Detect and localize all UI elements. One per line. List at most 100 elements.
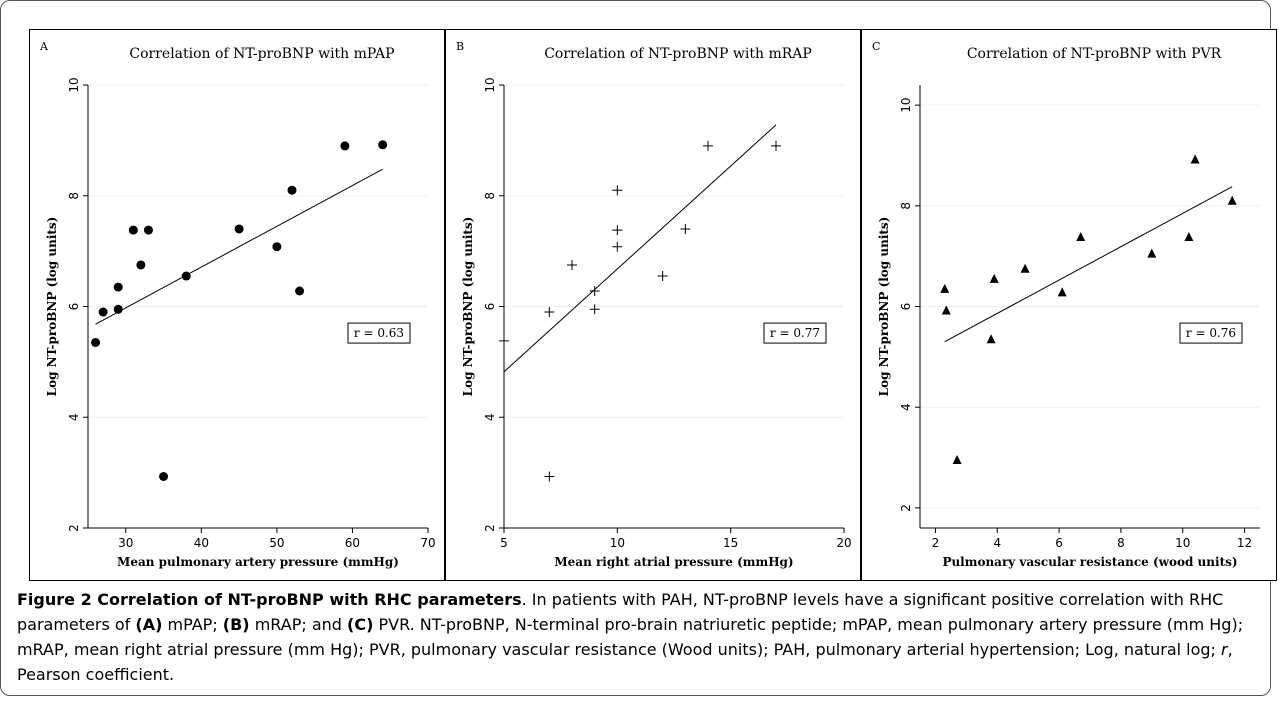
data-point: [128, 225, 138, 235]
caption-text: , Pearson coefficient.: [17, 640, 1233, 684]
caption-figure-title: Figure 2 Correlation of NT-proBNP with R…: [17, 590, 522, 609]
data-point: [295, 286, 305, 296]
data-point: [234, 224, 244, 234]
x-axis-label: Mean right atrial pressure (mmHg): [554, 555, 793, 569]
x-tick-label: 60: [345, 536, 360, 550]
data-point: [136, 260, 146, 270]
y-tick-label: 4: [899, 403, 913, 411]
y-tick-label: 6: [483, 303, 497, 311]
r-annotation-box: [763, 322, 827, 344]
y-tick-label: 4: [67, 413, 81, 421]
y-tick-label: 10: [483, 77, 497, 92]
y-tick-label: 6: [899, 303, 913, 311]
chart-svg: C Correlation of NT-proBNP with PVR 2 4 6 8 10…: [872, 40, 1260, 569]
data-point: [91, 337, 101, 347]
y-tick-label: 8: [67, 192, 81, 200]
fit-line: [944, 186, 1233, 343]
data-point: [1190, 154, 1200, 164]
panel-label: A: [39, 40, 49, 53]
data-point: [589, 285, 600, 296]
x-tick-label: 6: [1055, 536, 1063, 550]
data-point: [589, 304, 600, 315]
data-point: [940, 283, 950, 293]
x-tick-label: 8: [1117, 536, 1125, 550]
y-tick-label: 2: [67, 524, 81, 532]
fit-line: [503, 124, 777, 373]
caption-text: mPAP;: [162, 615, 223, 634]
data-point: [340, 141, 350, 151]
caption-r-symbol: r: [1221, 640, 1228, 659]
data-point: [1184, 232, 1194, 242]
data-point: [499, 335, 509, 346]
data-point: [989, 273, 999, 283]
r-annotation: r = 0.63: [354, 326, 404, 340]
y-tick-label: 4: [483, 413, 497, 421]
chart-svg: A Correlation of NT-proBNP with mPAP 2 4 6 8 1…: [39, 40, 436, 569]
r-annotation: r = 0.76: [1186, 326, 1236, 340]
caption-label-c: (C): [347, 615, 374, 634]
data-point: [1227, 195, 1237, 205]
chart-title: Correlation of NT-proBNP with mPAP: [129, 46, 394, 62]
y-axis-label: Log NT-proBNP (log units): [461, 217, 475, 397]
x-tick-label: 50: [269, 536, 284, 550]
data-point: [1057, 287, 1067, 297]
data-point: [1020, 263, 1030, 273]
fit-line: [95, 168, 383, 325]
y-tick-label: 2: [899, 504, 913, 512]
x-tick-label: 30: [118, 536, 133, 550]
data-point: [612, 241, 623, 252]
x-tick-label: 10: [1175, 536, 1190, 550]
chart-title: Correlation of NT-proBNP with PVR: [967, 46, 1222, 62]
x-tick-label: 5: [500, 536, 508, 550]
data-point: [703, 140, 713, 151]
x-tick-label: 4: [993, 536, 1001, 550]
panel-label: B: [456, 40, 464, 53]
x-tick-label: 2: [932, 536, 940, 550]
data-point: [986, 334, 996, 344]
data-point: [287, 185, 297, 195]
data-point: [657, 271, 668, 282]
y-axis-label: Log NT-proBNP (log units): [45, 217, 59, 397]
data-point: [378, 140, 388, 150]
y-axis-label: Log NT-proBNP (log units): [877, 217, 891, 397]
data-point: [159, 472, 169, 482]
data-point: [612, 225, 623, 236]
y-tick-label: 10: [899, 97, 913, 112]
y-tick-label: 8: [899, 202, 913, 210]
data-point: [1076, 232, 1086, 242]
panel-b: B Correlation of NT-proBNP with mRAP 2 4 6 8 1…: [445, 29, 861, 581]
caption-text: PVR. NT-proBNP, N-terminal pro-brain nat…: [17, 615, 1244, 659]
chart-title: Correlation of NT-proBNP with mRAP: [544, 46, 812, 62]
figure-caption: Figure 2 Correlation of NT-proBNP with R…: [17, 587, 1267, 687]
x-tick-label: 20: [836, 536, 851, 550]
caption-text: . In patients with PAH, NT-proBNP levels…: [17, 590, 1224, 634]
panel-label: C: [872, 40, 880, 53]
r-annotation: r = 0.77: [770, 326, 820, 340]
data-point: [612, 185, 623, 196]
y-tick-label: 2: [483, 524, 497, 532]
caption-text: mRAP; and: [249, 615, 348, 634]
data-point: [680, 223, 691, 234]
r-annotation-box: [347, 322, 411, 344]
data-point: [113, 304, 123, 314]
chart-svg: B Correlation of NT-proBNP with mRAP 2 4 6 8 1…: [456, 40, 852, 569]
r-annotation-box: [1179, 322, 1243, 344]
data-point: [771, 140, 781, 151]
y-tick-label: 10: [67, 77, 81, 92]
data-point: [941, 305, 951, 315]
x-axis-label: Pulmonary vascular resistance (wood unit…: [942, 555, 1237, 569]
data-point: [113, 282, 123, 292]
caption-label-b: (B): [222, 615, 250, 634]
x-tick-label: 12: [1237, 536, 1252, 550]
data-point: [143, 225, 153, 235]
x-tick-label: 70: [420, 536, 435, 550]
data-point: [567, 259, 577, 270]
x-axis-label: Mean pulmonary artery pressure (mmHg): [117, 555, 399, 569]
y-tick-label: 8: [483, 192, 497, 200]
panel-c: C Correlation of NT-proBNP with PVR 2 4 6 8 10…: [861, 29, 1277, 581]
x-tick-label: 10: [610, 536, 625, 550]
caption-label-a: (A): [135, 615, 163, 634]
data-point: [181, 271, 191, 281]
data-point: [952, 455, 962, 465]
